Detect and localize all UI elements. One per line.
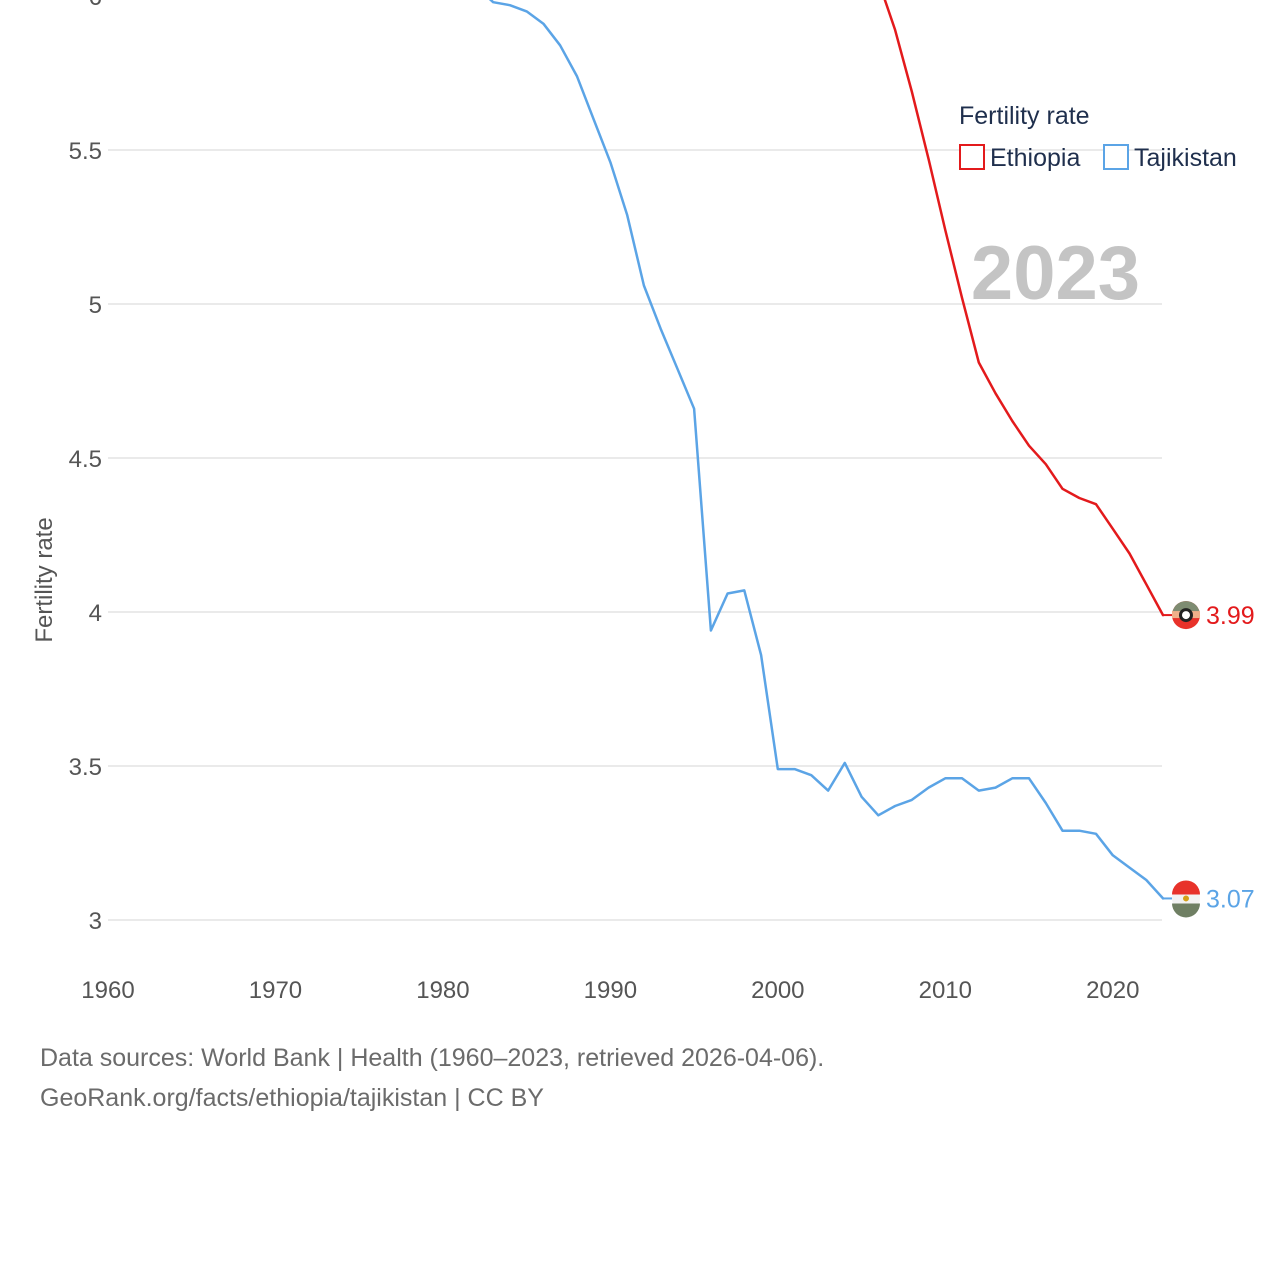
flag-icon-ethiopia xyxy=(1172,601,1200,630)
year-label: 2023 xyxy=(971,231,1140,316)
x-axis-ticks: 1960 1970 1980 1990 2000 2010 2020 xyxy=(81,977,1139,1004)
x-tick-label: 1960 xyxy=(81,977,134,1004)
flag-icon-tajikistan xyxy=(1172,880,1200,918)
end-value-ethiopia: 3.99 xyxy=(1206,602,1255,630)
y-axis-label: Fertility rate xyxy=(31,517,58,642)
x-tick-label: 2010 xyxy=(919,977,972,1004)
x-tick-label: 1970 xyxy=(249,977,302,1004)
legend-label-ethiopia: Ethiopia xyxy=(990,144,1080,172)
legend-item-tajikistan[interactable]: Tajikistan xyxy=(1103,144,1237,172)
series-lines xyxy=(488,0,1165,900)
y-tick-label: 6 xyxy=(89,0,102,11)
y-axis-ticks: 33.544.555.566.577.5 xyxy=(69,0,102,935)
flag-crown xyxy=(1183,895,1189,902)
y-tick-label: 3.5 xyxy=(69,754,102,781)
y-tick-label: 3 xyxy=(89,908,102,935)
legend-swatch-tajikistan xyxy=(1103,144,1129,170)
x-tick-label: 2020 xyxy=(1086,977,1139,1004)
flag-top-band xyxy=(1172,880,1200,895)
end-value-tajikistan: 3.07 xyxy=(1206,885,1255,913)
flag-bottom-band xyxy=(1172,903,1200,918)
y-tick-label: 4.5 xyxy=(69,446,102,473)
y-tick-label: 5 xyxy=(89,292,102,319)
gridlines xyxy=(108,149,1162,921)
legend-swatch-ethiopia xyxy=(959,144,985,170)
source-note: Data sources: World Bank | Health (1960–… xyxy=(40,1044,825,1072)
end-markers: 3.99 3.07 xyxy=(1163,601,1255,918)
y-tick-label: 5.5 xyxy=(69,138,102,165)
x-tick-label: 1990 xyxy=(584,977,637,1004)
flag-emblem-star xyxy=(1182,611,1190,620)
source-link[interactable]: GeoRank.org/facts/ethiopia/tajikistan | … xyxy=(40,1084,544,1112)
series-line-tajikistan xyxy=(488,0,1165,900)
x-tick-label: 1980 xyxy=(416,977,469,1004)
y-tick-label: 4 xyxy=(89,600,102,627)
legend-item-ethiopia[interactable]: Ethiopia xyxy=(959,144,1080,172)
legend-title: Fertility rate xyxy=(959,102,1090,130)
fertility-rate-line-chart: 33.544.555.566.577.5 1960197019801990200… xyxy=(31,0,1255,1004)
legend[interactable]: Fertility rate Ethiopia Tajikistan xyxy=(959,102,1237,172)
series-line-ethiopia xyxy=(883,0,1165,617)
x-tick-label: 2000 xyxy=(751,977,804,1004)
legend-label-tajikistan: Tajikistan xyxy=(1134,144,1237,172)
